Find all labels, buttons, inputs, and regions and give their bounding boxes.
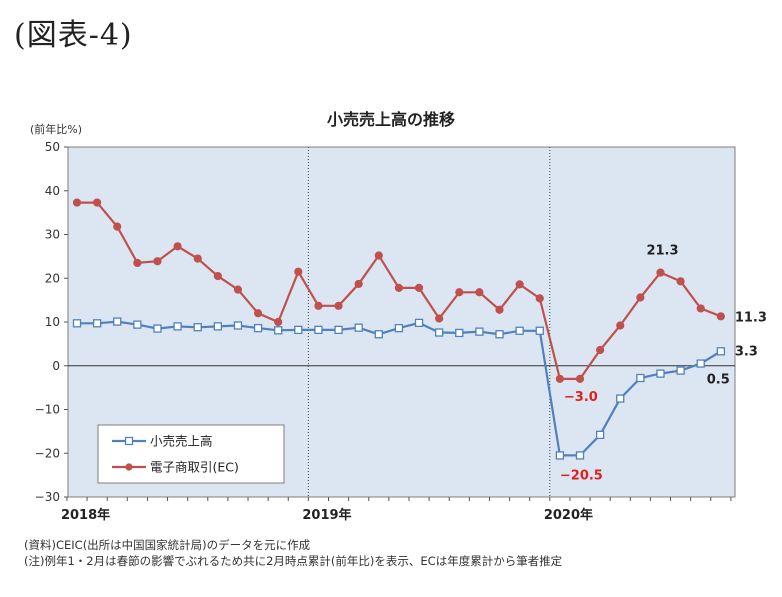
data-point-ecommerce (555, 374, 564, 383)
data-point-ecommerce (113, 222, 122, 231)
data-point-retail-sales (294, 325, 303, 335)
data-point-retail-sales (92, 319, 102, 328)
data-point-retail-sales (253, 323, 263, 333)
data-point-ecommerce (495, 305, 504, 314)
data-point-retail-sales (616, 394, 625, 403)
data-point-ecommerce (133, 258, 142, 268)
data-point-ecommerce (93, 198, 102, 207)
y-tick-label: 20 (45, 271, 60, 285)
data-label: 11.3 (735, 310, 767, 325)
data-point-ecommerce (676, 277, 685, 286)
data-point-ecommerce (394, 283, 404, 292)
data-point-ecommerce (253, 309, 263, 318)
data-point-ecommerce (535, 294, 544, 303)
data-point-retail-sales (233, 321, 243, 330)
data-point-retail-sales (414, 318, 424, 328)
data-point-retail-sales (495, 330, 504, 339)
legend-label: 電子商取引(EC) (150, 460, 239, 475)
data-point-ecommerce (656, 268, 665, 277)
x-year-label: 2018年 (61, 507, 110, 523)
data-point-retail-sales (676, 366, 685, 375)
data-point-retail-sales (314, 325, 323, 335)
data-point-retail-sales (354, 323, 363, 332)
source-note: (資料)CEIC(出所は中国国家統計局)のデータを元に作成 (24, 538, 311, 552)
data-point-retail-sales (455, 328, 464, 338)
y-tick-label: 0 (52, 359, 60, 373)
y-tick-label: −20 (35, 446, 60, 460)
data-point-ecommerce (414, 283, 424, 292)
y-tick-label: 40 (45, 184, 60, 198)
legend-label: 小売売上高 (150, 434, 213, 449)
data-point-ecommerce (696, 304, 705, 313)
y-tick-label: 30 (45, 228, 60, 242)
data-point-ecommerce (213, 271, 222, 281)
data-point-retail-sales (595, 430, 605, 440)
figure-label: (図表-4) (14, 18, 133, 53)
notes: (資料)CEIC(出所は中国国家統計局)のデータを元に作成 (注)例年1・2月は… (24, 537, 562, 569)
data-point-retail-sales (334, 325, 343, 335)
data-label: 0.5 (707, 373, 730, 388)
data-label: 3.3 (735, 344, 758, 359)
data-point-ecommerce (435, 314, 444, 323)
data-point-ecommerce (354, 279, 363, 289)
data-point-ecommerce (274, 317, 283, 327)
data-point-ecommerce (72, 198, 82, 207)
data-point-retail-sales (374, 330, 383, 339)
data-label: −3.0 (564, 390, 598, 405)
data-point-retail-sales (113, 317, 122, 326)
y-tick-label: 10 (45, 315, 60, 329)
data-point-retail-sales (133, 320, 142, 329)
data-point-retail-sales (636, 373, 645, 383)
data-point-retail-sales (193, 323, 202, 332)
data-point-retail-sales (535, 326, 544, 335)
data-point-ecommerce (334, 301, 343, 310)
y-tick-label: −30 (35, 490, 60, 504)
data-point-retail-sales (274, 326, 283, 335)
data-point-retail-sales (575, 451, 585, 460)
legend-marker-circle-icon (125, 463, 133, 471)
legend-box (97, 424, 285, 484)
y-tick-label: −10 (35, 403, 60, 417)
data-point-ecommerce (193, 254, 202, 263)
data-point-retail-sales (555, 451, 565, 460)
remark-note: (注)例年1・2月は春節の影響でぶれるため共に2月時点累計(前年比)を表示、EC… (24, 554, 563, 568)
data-point-retail-sales (72, 319, 82, 328)
data-point-ecommerce (374, 251, 383, 260)
data-point-ecommerce (475, 288, 484, 297)
data-label: −20.5 (560, 468, 603, 483)
data-point-retail-sales (696, 359, 705, 368)
data-point-retail-sales (656, 369, 665, 378)
data-point-retail-sales (435, 328, 444, 337)
data-point-ecommerce (596, 345, 605, 355)
y-axis-unit-label: (前年比%) (30, 123, 83, 136)
x-year-label: 2019年 (302, 507, 351, 523)
data-point-retail-sales (153, 324, 162, 333)
data-point-ecommerce (575, 374, 585, 383)
data-point-retail-sales (173, 322, 182, 331)
data-point-ecommerce (515, 280, 524, 289)
data-point-ecommerce (455, 288, 464, 297)
legend-marker-square-icon (124, 436, 134, 446)
y-tick-label: 50 (45, 140, 60, 154)
data-point-ecommerce (636, 293, 645, 302)
data-point-ecommerce (294, 267, 303, 276)
data-point-retail-sales (213, 322, 222, 331)
data-point-retail-sales (475, 327, 484, 336)
data-label: 21.3 (646, 244, 678, 259)
x-year-label: 2020年 (544, 507, 593, 523)
data-point-ecommerce (233, 285, 243, 294)
data-point-ecommerce (716, 312, 725, 321)
data-point-retail-sales (394, 323, 404, 333)
data-point-ecommerce (616, 321, 625, 330)
data-point-retail-sales (716, 347, 725, 356)
data-point-ecommerce (153, 257, 162, 266)
data-point-ecommerce (173, 242, 182, 251)
chart-title: 小売売上高の推移 (326, 110, 455, 129)
data-point-ecommerce (314, 301, 323, 310)
data-point-retail-sales (515, 326, 524, 335)
